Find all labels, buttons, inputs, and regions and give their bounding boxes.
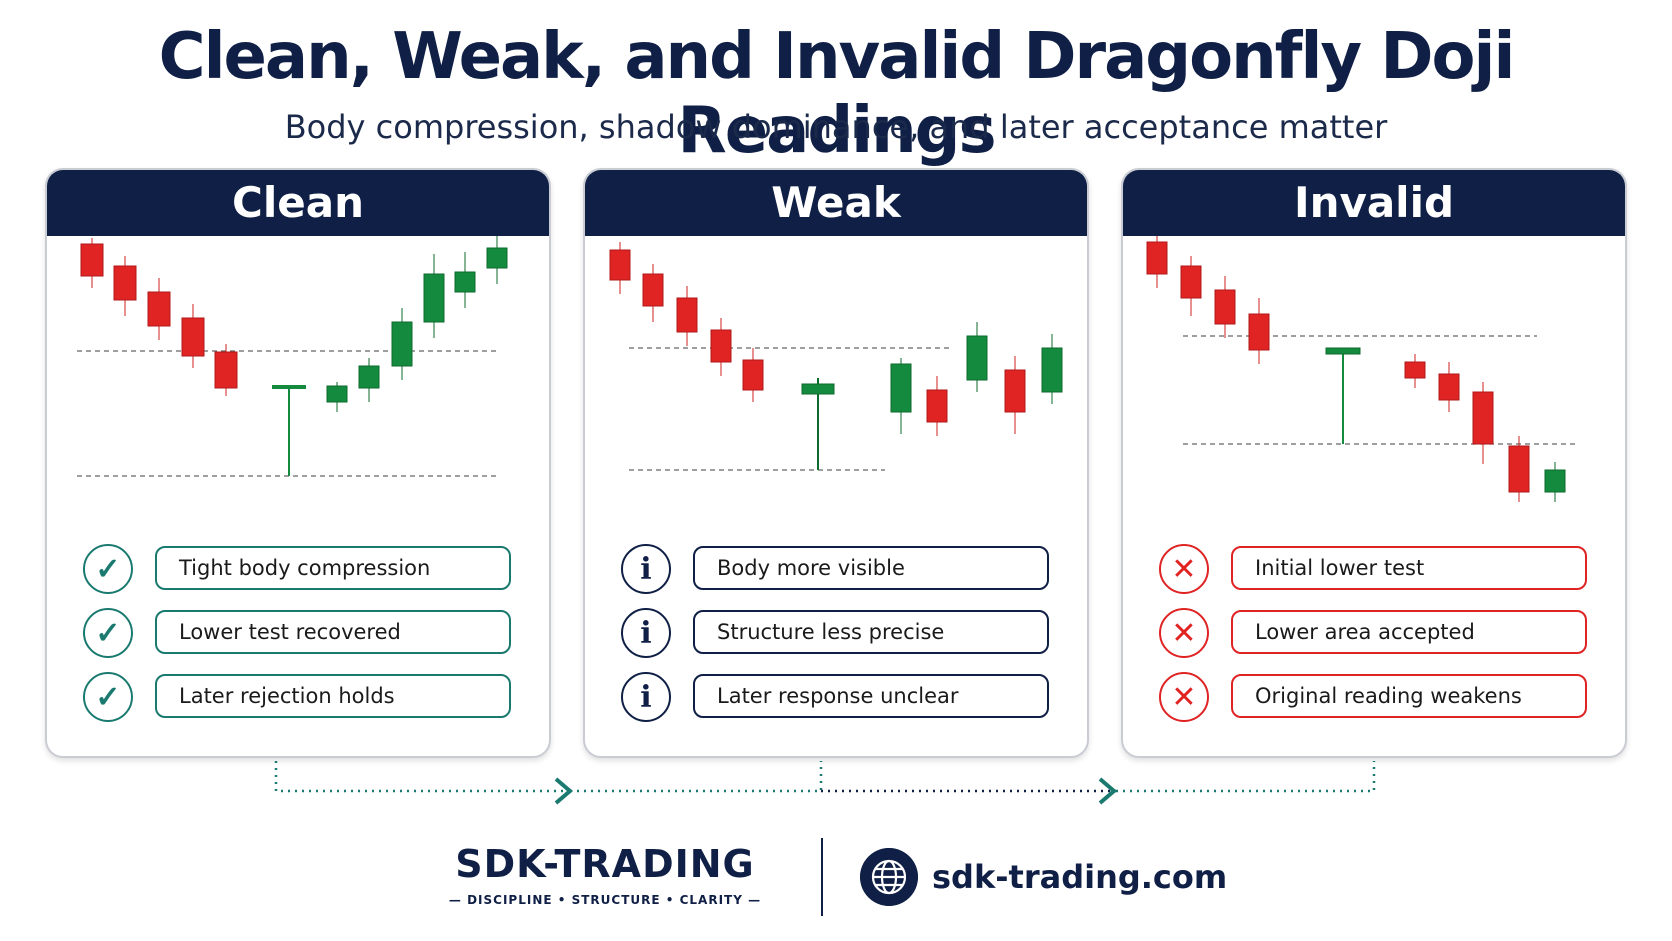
candles — [1146, 236, 1566, 502]
check-icon: ✓ — [83, 544, 133, 594]
list-item: i Later response unclear — [621, 670, 1061, 734]
brand-logo: SDK-TRADING — [455, 842, 755, 886]
panel-title: Invalid — [1123, 170, 1625, 236]
dragonfly-doji — [801, 383, 835, 395]
candle — [1544, 469, 1566, 493]
candle — [1041, 347, 1063, 393]
criterion-label: Tight body compression — [155, 546, 511, 590]
flow-line — [274, 761, 570, 793]
candlestick-chart-weak — [609, 242, 1063, 471]
candle — [926, 389, 948, 423]
candle — [454, 271, 476, 293]
dragonfly-doji — [1325, 347, 1361, 355]
panel-invalid: Invalid ✕ Initial lower test ✕ Lower are… — [1121, 168, 1627, 758]
candle — [326, 385, 348, 403]
check-icon: ✓ — [83, 608, 133, 658]
candle — [1248, 313, 1270, 351]
list-item: i Structure less precise — [621, 606, 1061, 670]
flow-connector — [274, 761, 1376, 805]
x-icon: ✕ — [1159, 544, 1209, 594]
criterion-label: Lower test recovered — [155, 610, 511, 654]
criterion-label: Later rejection holds — [155, 674, 511, 718]
candle — [181, 317, 205, 357]
info-icon: i — [621, 672, 671, 722]
candle — [890, 363, 912, 413]
x-icon: ✕ — [1159, 672, 1209, 722]
candle — [358, 365, 380, 389]
info-icon: i — [621, 544, 671, 594]
footer-divider — [821, 838, 823, 916]
candle — [1214, 289, 1236, 325]
criteria-list: i Body more visible i Structure less pre… — [621, 542, 1061, 734]
candle — [1004, 369, 1026, 413]
list-item: i Body more visible — [621, 542, 1061, 606]
candle — [1508, 445, 1530, 493]
panel-title: Clean — [47, 170, 549, 236]
candle — [742, 359, 764, 391]
candle — [1472, 391, 1494, 445]
candle — [1438, 373, 1460, 401]
candle — [609, 249, 631, 281]
criteria-list: ✓ Tight body compression ✓ Lower test re… — [83, 542, 523, 734]
globe-icon — [860, 848, 918, 906]
candle — [966, 335, 988, 381]
info-icon: i — [621, 608, 671, 658]
candle — [676, 297, 698, 333]
flow-line — [570, 761, 823, 793]
brand-tagline: — DISCIPLINE • STRUCTURE • CLARITY — — [448, 893, 762, 907]
candle — [214, 351, 238, 389]
dragonfly-doji — [272, 385, 306, 389]
candlestick-chart-clean — [77, 236, 508, 477]
criteria-list: ✕ Initial lower test ✕ Lower area accept… — [1159, 542, 1599, 734]
criterion-label: Initial lower test — [1231, 546, 1587, 590]
candle — [1404, 361, 1426, 379]
page-subtitle: Body compression, shadow dominance, and … — [284, 108, 1388, 146]
candle — [642, 273, 664, 307]
list-item: ✕ Initial lower test — [1159, 542, 1599, 606]
candle — [80, 243, 104, 277]
criterion-label: Original reading weakens — [1231, 674, 1587, 718]
candle — [486, 247, 508, 269]
panel-clean: Clean ✓ Tight body compression ✓ Lower t… — [45, 168, 551, 758]
website-link[interactable]: sdk-trading.com — [932, 858, 1228, 896]
criterion-label: Body more visible — [693, 546, 1049, 590]
flow-line — [1116, 761, 1376, 793]
candle — [147, 291, 171, 327]
list-item: ✓ Lower test recovered — [83, 606, 523, 670]
list-item: ✕ Lower area accepted — [1159, 606, 1599, 670]
candles — [80, 236, 508, 476]
list-item: ✕ Original reading weakens — [1159, 670, 1599, 734]
list-item: ✓ Tight body compression — [83, 542, 523, 606]
candle — [1146, 241, 1168, 275]
candle — [710, 329, 732, 363]
panel-weak: Weak i Body more visible i Structure les… — [583, 168, 1089, 758]
candle — [113, 265, 137, 301]
candle — [1180, 265, 1202, 299]
candle — [391, 321, 413, 367]
candlestick-chart-invalid — [1146, 236, 1575, 502]
page-title: Clean, Weak, and Invalid Dragonfly Doji … — [158, 20, 1516, 168]
list-item: ✓ Later rejection holds — [83, 670, 523, 734]
criterion-label: Structure less precise — [693, 610, 1049, 654]
x-icon: ✕ — [1159, 608, 1209, 658]
criterion-label: Lower area accepted — [1231, 610, 1587, 654]
candle — [423, 273, 445, 323]
candles — [609, 242, 1063, 470]
panel-title: Weak — [585, 170, 1087, 236]
criterion-label: Later response unclear — [693, 674, 1049, 718]
arrow-right-icon — [1098, 777, 1118, 805]
check-icon: ✓ — [83, 672, 133, 722]
